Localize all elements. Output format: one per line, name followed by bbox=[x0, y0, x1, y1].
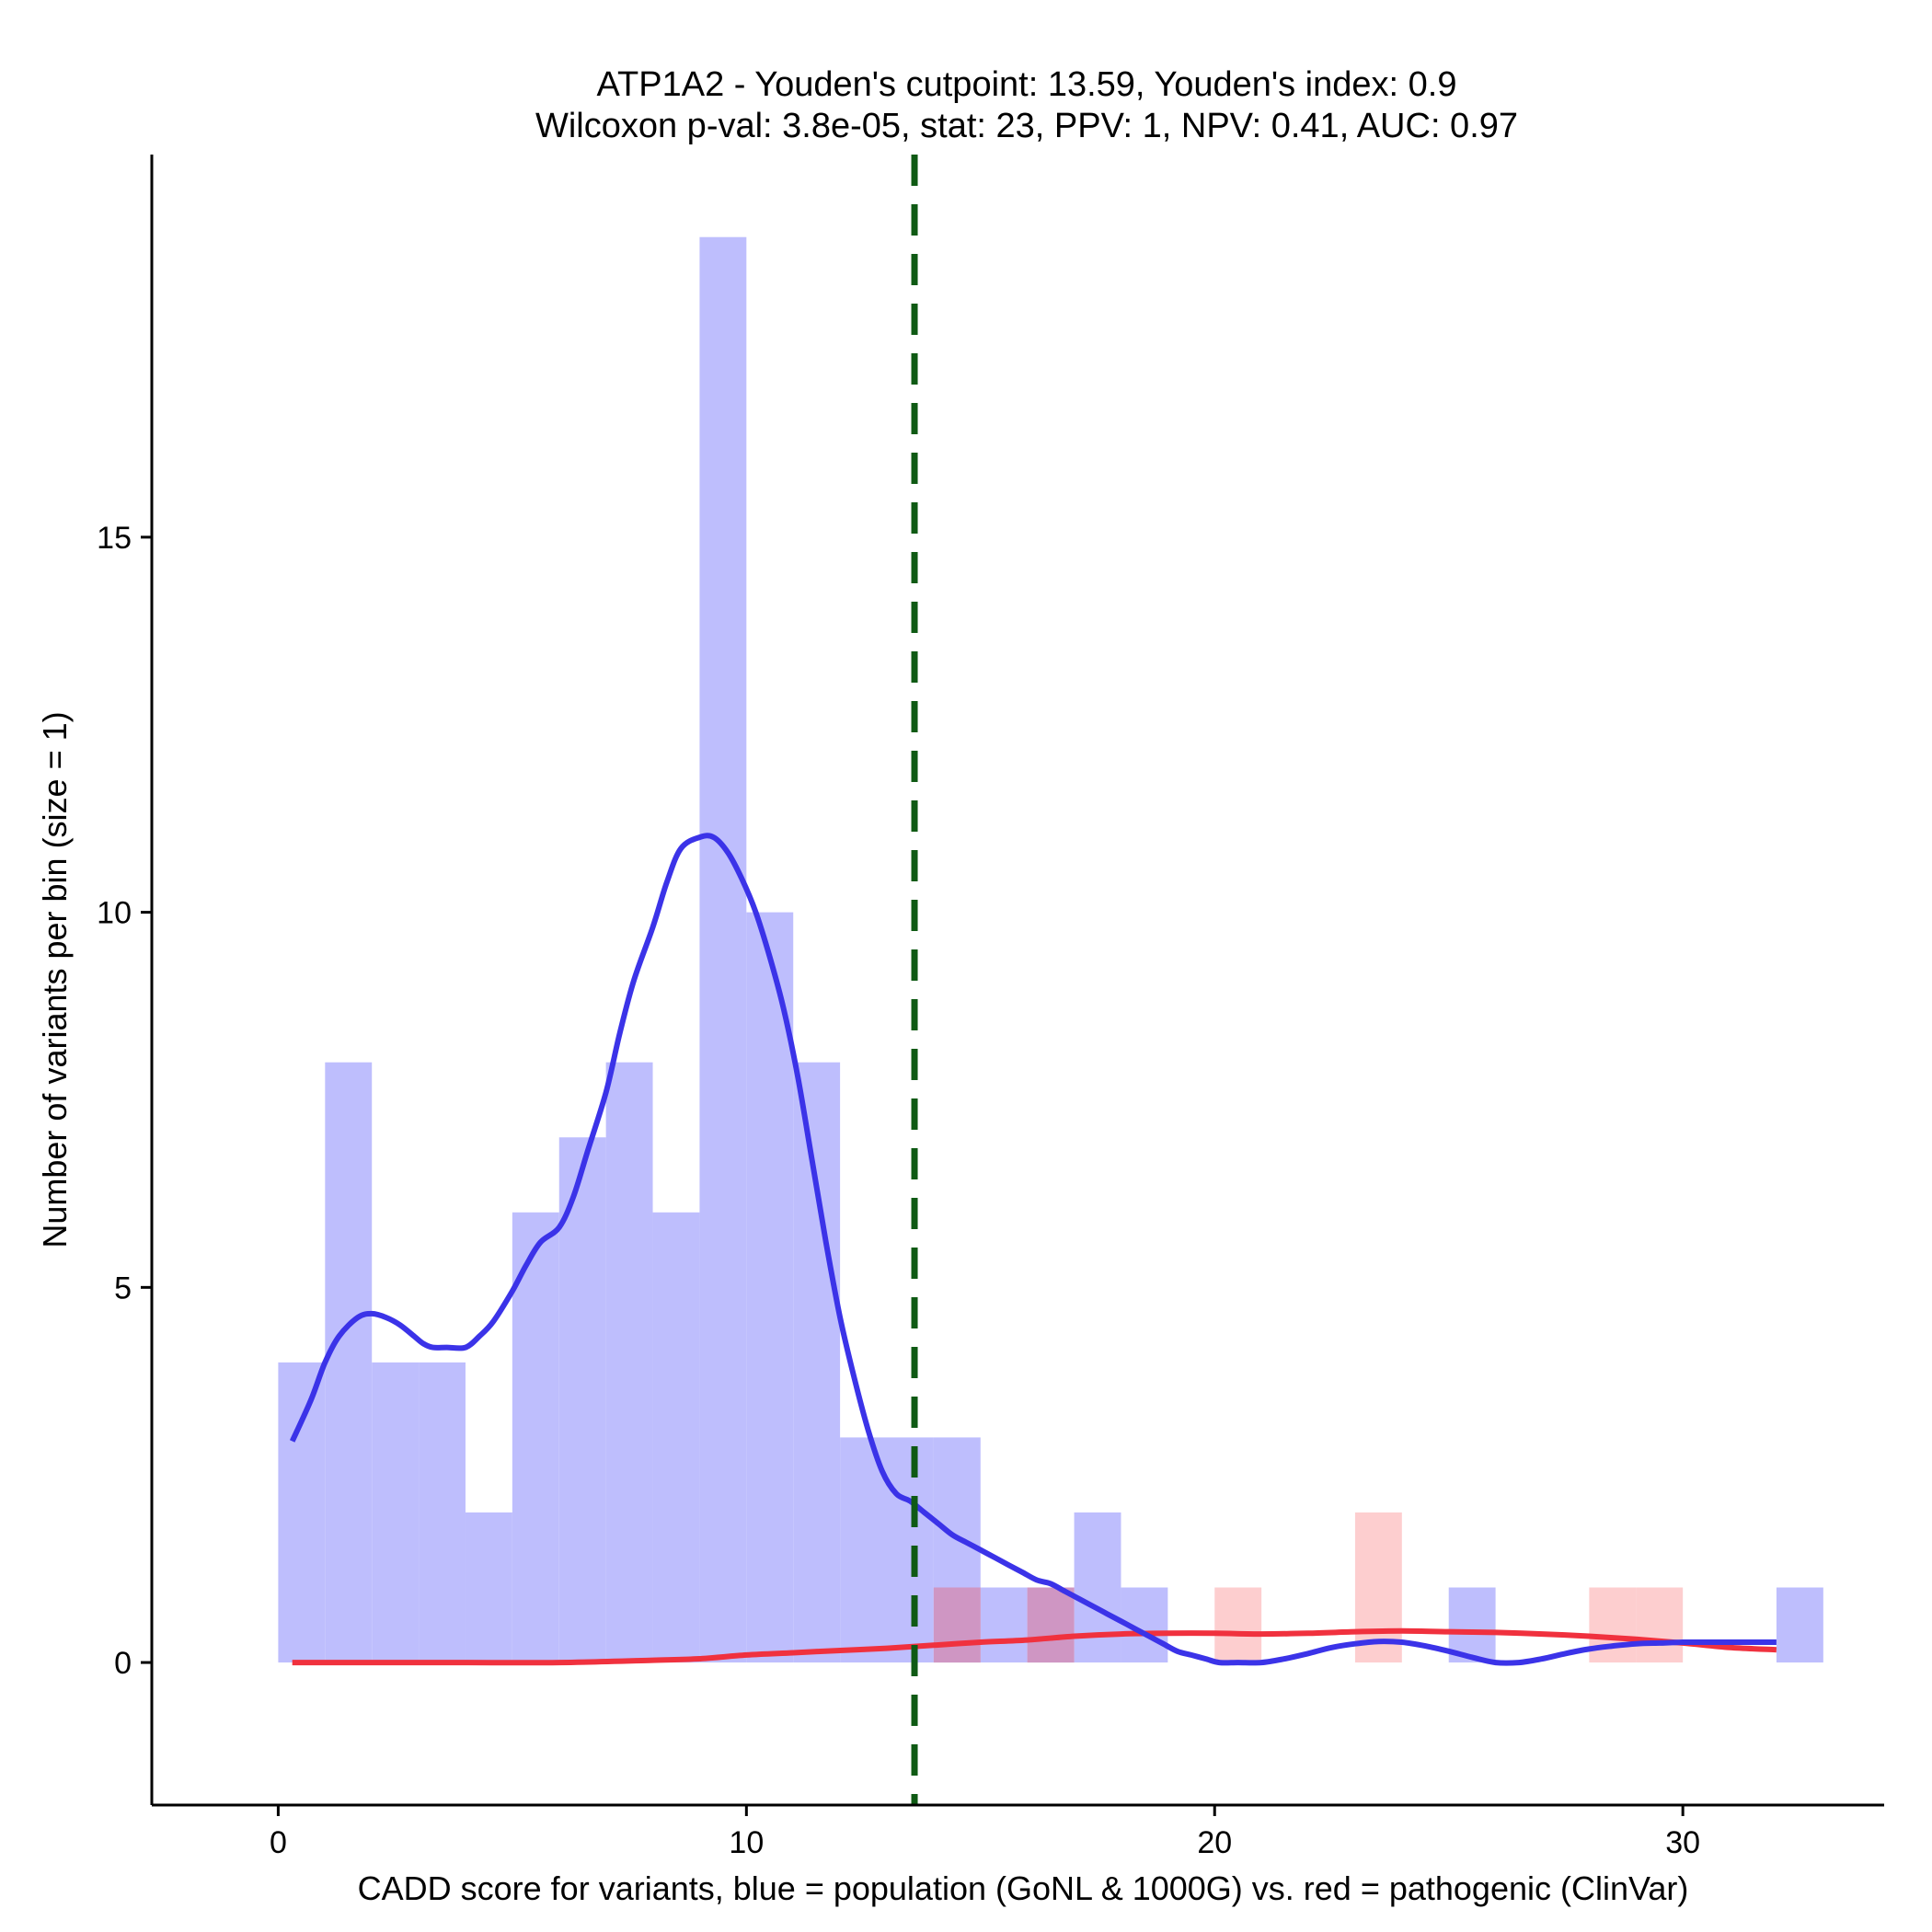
population-bar-32 bbox=[1776, 1587, 1823, 1663]
x-tick-label-0: 0 bbox=[270, 1825, 287, 1860]
population-density-line bbox=[289, 833, 1777, 1666]
chart-title-line-1: ATP1A2 - Youden's cutpoint: 13.59, Youde… bbox=[597, 65, 1457, 104]
population-bar-2 bbox=[372, 1362, 420, 1663]
population-bar-17 bbox=[1074, 1512, 1121, 1663]
population-bar-1 bbox=[325, 1062, 373, 1663]
overlap-bar-16 bbox=[1027, 1587, 1075, 1663]
pathogenic-bar-23 bbox=[1354, 1512, 1402, 1663]
y-axis-label: Number of variants per bin (size = 1) bbox=[36, 711, 74, 1248]
lines-layer bbox=[289, 155, 1777, 1805]
population-bar-3 bbox=[419, 1362, 466, 1663]
population-bar-10 bbox=[746, 912, 794, 1663]
pathogenic-bar-28 bbox=[1589, 1587, 1637, 1663]
population-bar-4 bbox=[465, 1512, 512, 1663]
population-bar-15 bbox=[980, 1587, 1028, 1663]
y-tick-label-10: 10 bbox=[97, 896, 132, 931]
population-bar-6 bbox=[558, 1137, 606, 1663]
population-bar-11 bbox=[793, 1062, 841, 1663]
population-bar-8 bbox=[652, 1212, 700, 1663]
pathogenic-bar-20 bbox=[1214, 1587, 1262, 1663]
x-tick-label-30: 30 bbox=[1665, 1825, 1700, 1860]
x-tick-label-20: 20 bbox=[1197, 1825, 1232, 1860]
population-bar-13 bbox=[887, 1437, 934, 1663]
overlap-bar-14 bbox=[933, 1587, 981, 1663]
pathogenic-bar-29 bbox=[1636, 1587, 1684, 1663]
chart-title-line-2: Wilcoxon p-val: 3.8e-05, stat: 23, PPV: … bbox=[535, 107, 1518, 145]
population-bar-0 bbox=[278, 1362, 326, 1663]
axes-layer: 0 10 20 30 0 5 10 15 bbox=[97, 155, 1884, 1860]
population-bar-5 bbox=[512, 1212, 559, 1663]
bars-layer bbox=[278, 236, 1823, 1663]
y-tick-label-0: 0 bbox=[114, 1646, 132, 1681]
x-axis-label: CADD score for variants, blue = populati… bbox=[358, 1869, 1689, 1907]
pathogenic-density-line bbox=[292, 1627, 1777, 1666]
population-bar-25 bbox=[1448, 1587, 1496, 1663]
population-bar-9 bbox=[699, 236, 747, 1663]
y-tick-label-5: 5 bbox=[114, 1271, 132, 1305]
y-tick-label-15: 15 bbox=[97, 521, 132, 556]
population-bar-12 bbox=[840, 1437, 888, 1663]
x-tick-label-10: 10 bbox=[729, 1825, 764, 1860]
population-bar-7 bbox=[605, 1062, 653, 1663]
